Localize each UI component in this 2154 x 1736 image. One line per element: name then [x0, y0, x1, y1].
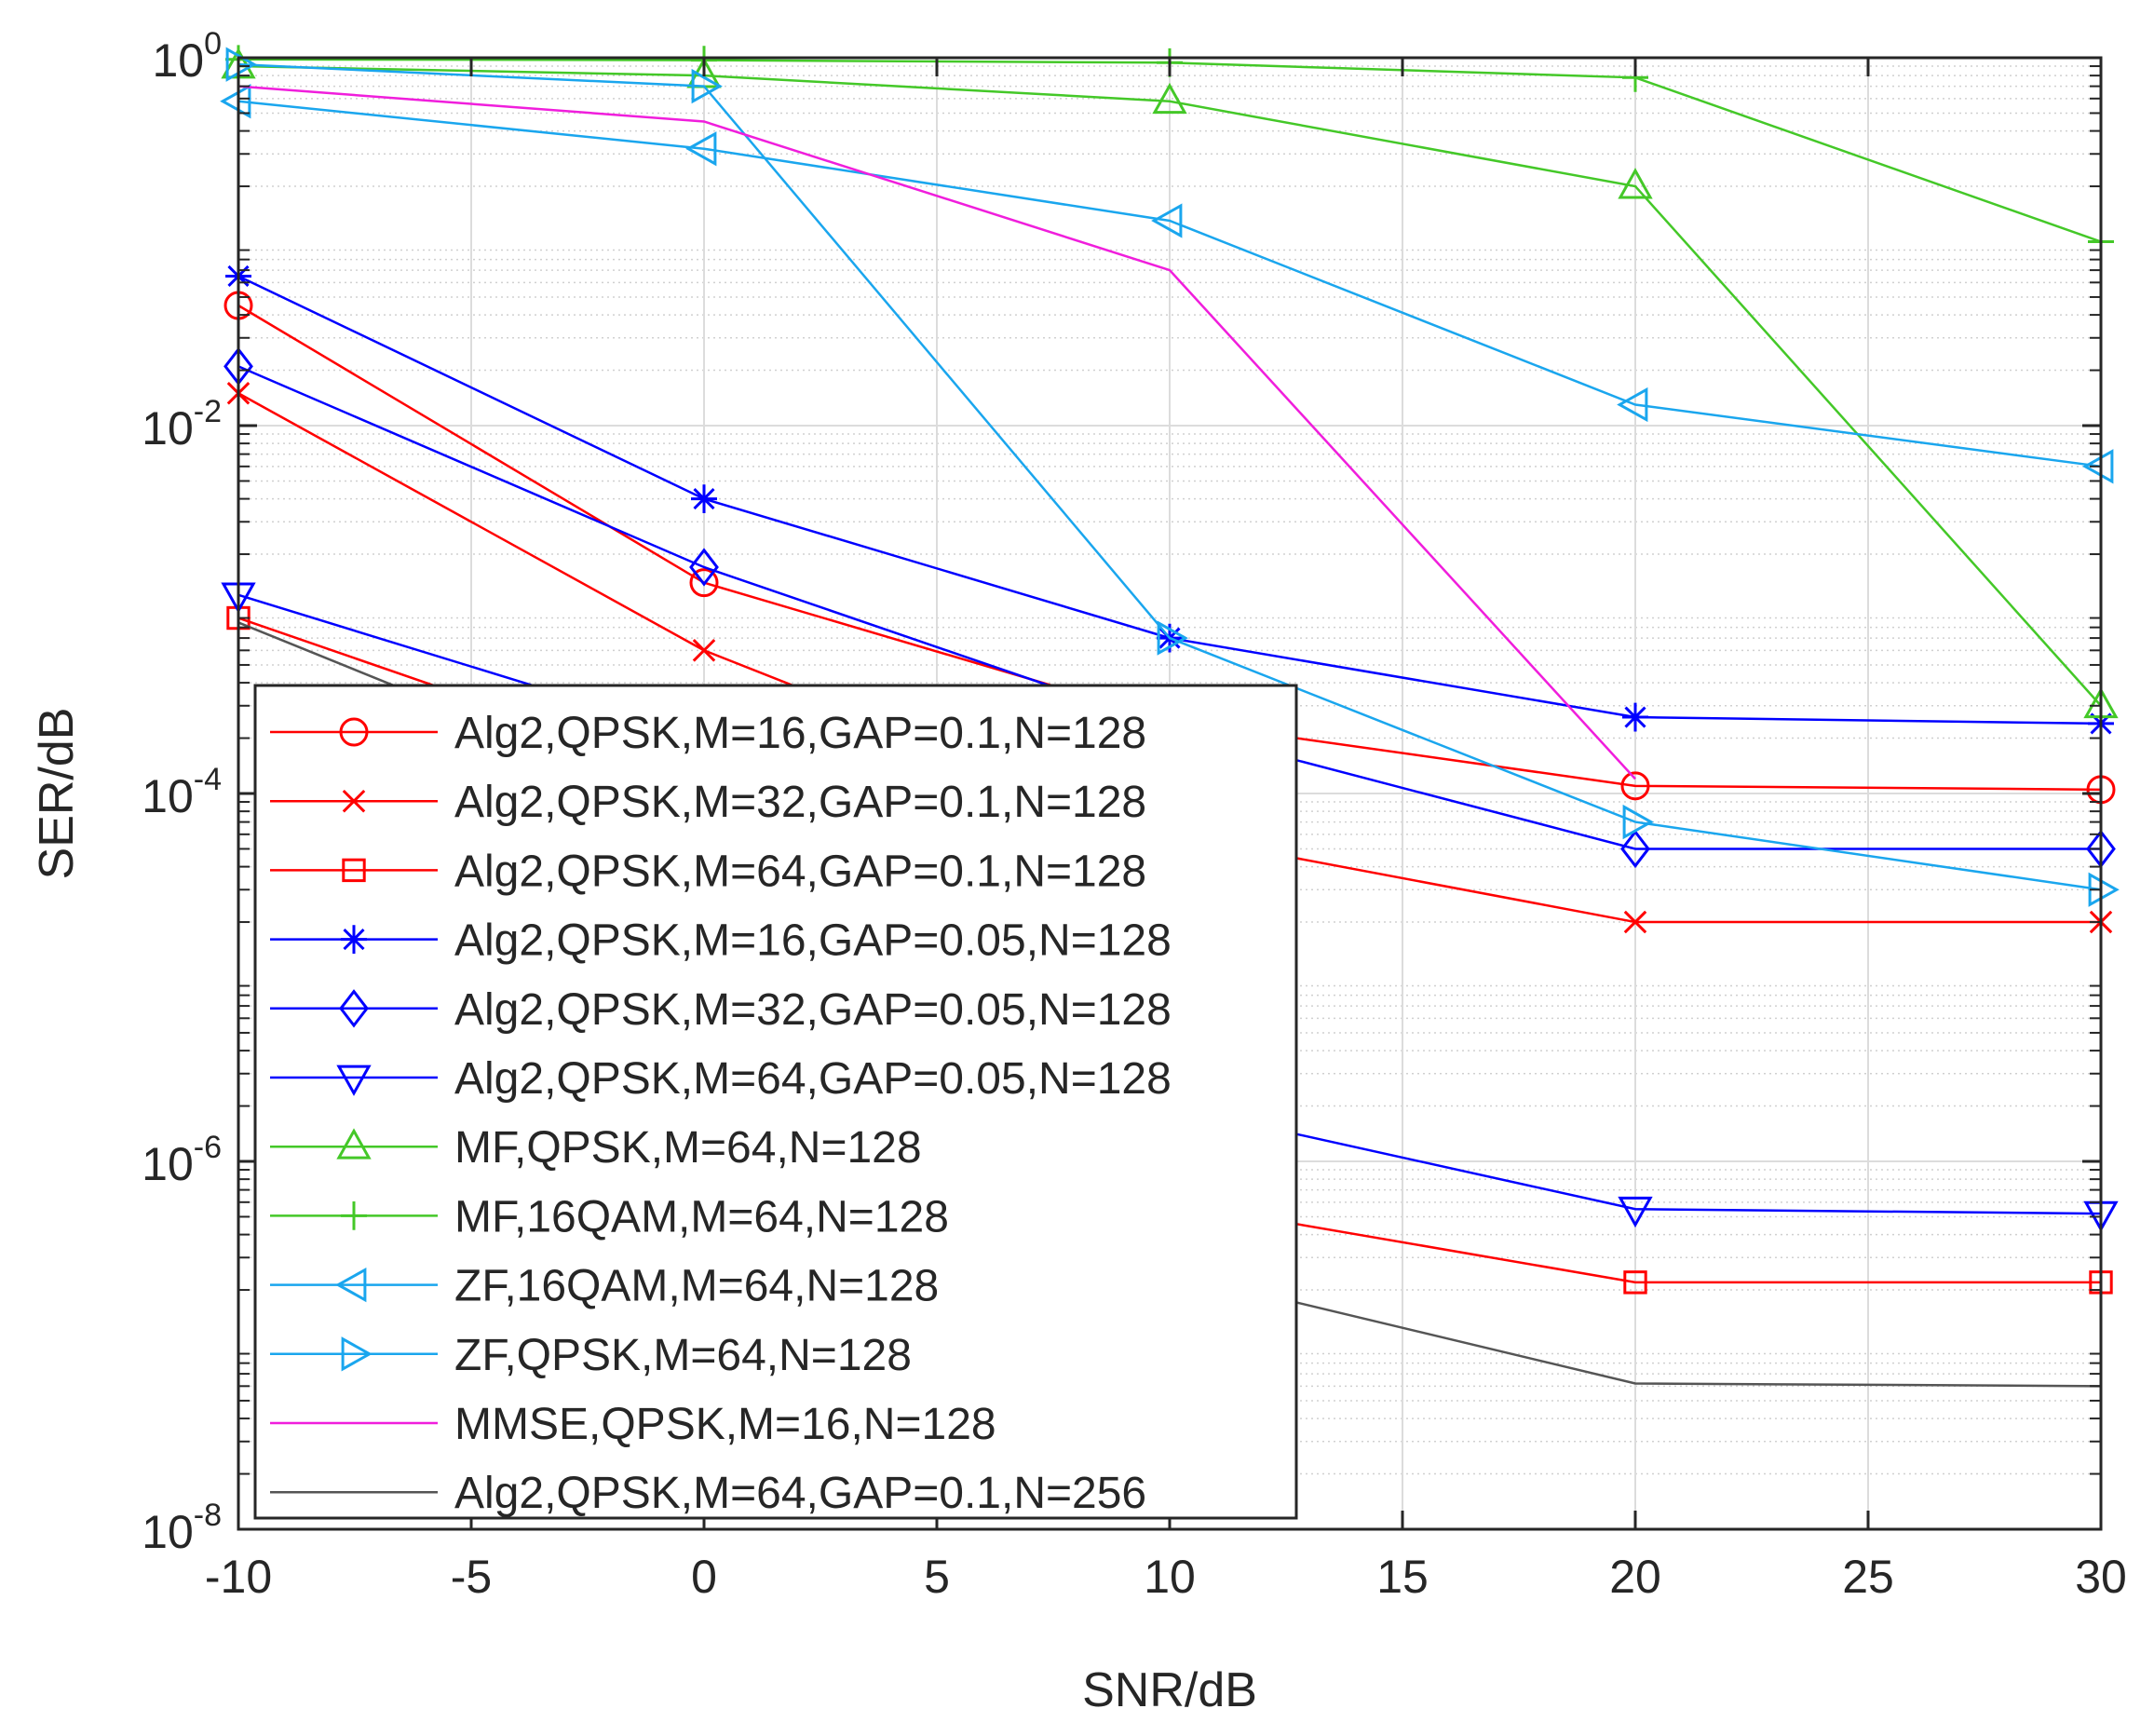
marker-triangle-left — [1151, 203, 1183, 238]
marker-x — [1623, 910, 1647, 934]
y-tick-label: 10-8 — [142, 1498, 222, 1558]
legend-label: Alg2,QPSK,M=16,GAP=0.1,N=128 — [454, 709, 1146, 758]
legend-item: Alg2,QPSK,M=64,GAP=0.05,N=128 — [270, 1054, 1172, 1104]
legend-label: Alg2,QPSK,M=32,GAP=0.1,N=128 — [454, 778, 1146, 827]
marker-triangle-left — [685, 131, 717, 167]
marker-x — [342, 789, 366, 813]
marker-circle — [689, 568, 719, 598]
legend-item: MMSE,QPSK,M=16,N=128 — [270, 1400, 996, 1449]
marker-asterisk — [691, 484, 717, 513]
marker-triangle-down — [1618, 1196, 1653, 1228]
y-tick-base: 10 — [142, 402, 194, 454]
legend-label: ZF,16QAM,M=64,N=128 — [454, 1262, 939, 1311]
y-tick-exponent: -2 — [194, 394, 222, 429]
y-axis-label: SER/dB — [30, 708, 84, 880]
legend-item: Alg2,QPSK,M=32,GAP=0.05,N=128 — [270, 985, 1172, 1035]
legend-item: Alg2,QPSK,M=64,GAP=0.1,N=128 — [270, 847, 1146, 896]
x-tick-label: 15 — [1376, 1551, 1429, 1603]
legend-label: Alg2,QPSK,M=64,GAP=0.1,N=256 — [454, 1469, 1146, 1518]
marker-asterisk — [1622, 702, 1648, 732]
x-tick-label: -5 — [451, 1551, 492, 1603]
marker-triangle-down — [336, 1065, 372, 1096]
legend-item: Alg2,QPSK,M=16,GAP=0.05,N=128 — [270, 916, 1172, 966]
legend-item: MF,QPSK,M=64,N=128 — [270, 1123, 922, 1173]
y-tick-label: 10-6 — [142, 1130, 222, 1190]
legend-item: Alg2,QPSK,M=32,GAP=0.1,N=128 — [270, 778, 1146, 827]
x-tick-labels: -10 -5 0 5 10 15 20 25 30 — [205, 1551, 2127, 1603]
marker-triangle-up — [1152, 82, 1187, 115]
legend-label: ZF,QPSK,M=64,N=128 — [454, 1331, 912, 1380]
legend: Alg2,QPSK,M=16,GAP=0.1,N=128 Alg2,QPSK,M=… — [253, 684, 1298, 1520]
marker-triangle-up — [336, 1128, 372, 1160]
marker-triangle-up — [1618, 168, 1653, 199]
marker-triangle-left — [220, 84, 251, 119]
legend-box — [253, 684, 1298, 1520]
y-tick-exponent: -6 — [194, 1130, 222, 1165]
y-tick-base: 10 — [142, 1138, 194, 1190]
marker-triangle-left — [1617, 387, 1648, 423]
marker-square — [1623, 1270, 1647, 1295]
x-tick-label: 30 — [2075, 1551, 2127, 1603]
x-tick-label: 5 — [924, 1551, 950, 1603]
y-tick-label: 10-4 — [142, 762, 222, 822]
series-line — [237, 64, 2102, 707]
marker-triangle-right — [691, 68, 723, 104]
legend-item: ZF,16QAM,M=64,N=128 — [270, 1262, 939, 1311]
x-tick-label: -10 — [205, 1551, 272, 1603]
y-tick-label: 10-2 — [142, 394, 222, 454]
x-axis-label: SNR/dB — [1082, 1663, 1257, 1717]
series-line — [237, 85, 1636, 780]
legend-item: Alg2,QPSK,M=16,GAP=0.1,N=128 — [270, 709, 1146, 758]
marker-x — [692, 639, 716, 662]
marker-diamond — [1620, 829, 1650, 869]
legend-label: MF,QPSK,M=64,N=128 — [454, 1123, 922, 1173]
marker-diamond — [689, 548, 719, 587]
y-tick-exponent: -4 — [194, 762, 222, 797]
marker-square — [342, 858, 366, 883]
series-9 — [220, 84, 2114, 484]
x-tick-label: 0 — [691, 1551, 717, 1603]
marker-triangle-left — [335, 1267, 367, 1303]
marker-triangle-right — [341, 1336, 373, 1372]
y-tick-exponent: 0 — [204, 26, 222, 61]
legend-label: MF,16QAM,M=64,N=128 — [454, 1192, 949, 1241]
axis-ticks — [237, 56, 2103, 1531]
y-tick-exponent: -8 — [194, 1498, 222, 1533]
legend-label: Alg2,QPSK,M=64,GAP=0.05,N=128 — [454, 1054, 1172, 1104]
marker-circle — [339, 717, 369, 747]
y-tick-base: 10 — [142, 1506, 194, 1558]
legend-label: MMSE,QPSK,M=16,N=128 — [454, 1400, 996, 1449]
x-tick-label: 10 — [1144, 1551, 1196, 1603]
legend-label: Alg2,QPSK,M=64,GAP=0.1,N=128 — [454, 847, 1146, 896]
series-10 — [225, 47, 2120, 907]
legend-item: MF,16QAM,M=64,N=128 — [270, 1192, 949, 1241]
legend-label: Alg2,QPSK,M=32,GAP=0.05,N=128 — [454, 985, 1172, 1035]
marker-triangle-right — [1622, 804, 1654, 840]
legend-item: ZF,QPSK,M=64,N=128 — [270, 1331, 912, 1380]
marker-asterisk — [341, 925, 367, 954]
y-tick-base: 10 — [152, 34, 204, 87]
series-line — [237, 62, 2102, 891]
legend-item: Alg2,QPSK,M=64,GAP=0.1,N=256 — [270, 1469, 1146, 1518]
y-tick-base: 10 — [142, 770, 194, 822]
marker-diamond — [339, 989, 369, 1028]
series-11 — [237, 85, 1636, 780]
marker-plus — [341, 1201, 367, 1230]
marker-circle — [1620, 771, 1650, 801]
marker-triangle-left — [2082, 449, 2114, 484]
series-line — [237, 100, 2102, 468]
legend-label: Alg2,QPSK,M=16,GAP=0.05,N=128 — [454, 916, 1172, 966]
marker-triangle-right — [1157, 620, 1188, 656]
y-tick-label: 100 — [152, 26, 222, 87]
x-tick-label: 20 — [1609, 1551, 1661, 1603]
x-tick-label: 25 — [1842, 1551, 1894, 1603]
